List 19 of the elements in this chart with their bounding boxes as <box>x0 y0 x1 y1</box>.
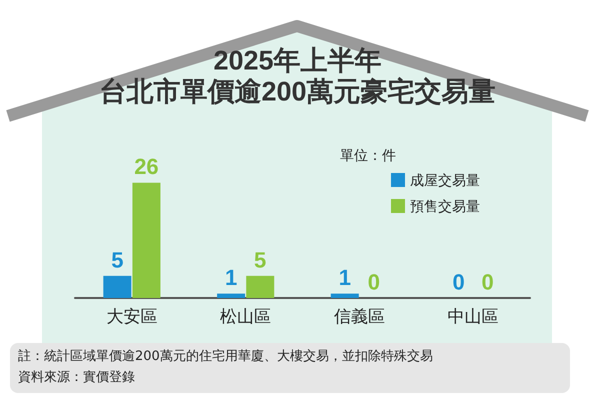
text: 註：統計區域單價逾200萬元的住宅用華廈、大樓交易，並扣除特殊交易 <box>18 348 434 366</box>
data-label: 0 <box>482 270 494 294</box>
chart-subtitle: 台北市單價逾200萬元豪宅交易量 <box>99 76 496 106</box>
x-tick-label: 大安區 <box>106 307 158 326</box>
data-label: 5 <box>254 247 266 272</box>
x-tick-label: 中山區 <box>448 307 499 326</box>
x-tick-label: 松山區 <box>220 307 272 326</box>
text: 單位：件 <box>340 147 396 165</box>
data-label: 5 <box>111 247 124 272</box>
data-label: 26 <box>134 154 159 180</box>
source-note: 資料來源：實價登錄 <box>18 369 136 387</box>
chart-title: 2025年上半年 <box>213 46 382 76</box>
data-label: 1 <box>224 265 238 290</box>
x-tick-label: 信義區 <box>334 307 385 326</box>
data-label: 0 <box>452 270 465 294</box>
legend-label: 預售交易量 <box>410 198 480 214</box>
data-label: 0 <box>368 270 380 294</box>
legend-label: 成屋交易量 <box>410 172 480 188</box>
data-label: 1 <box>338 265 351 290</box>
